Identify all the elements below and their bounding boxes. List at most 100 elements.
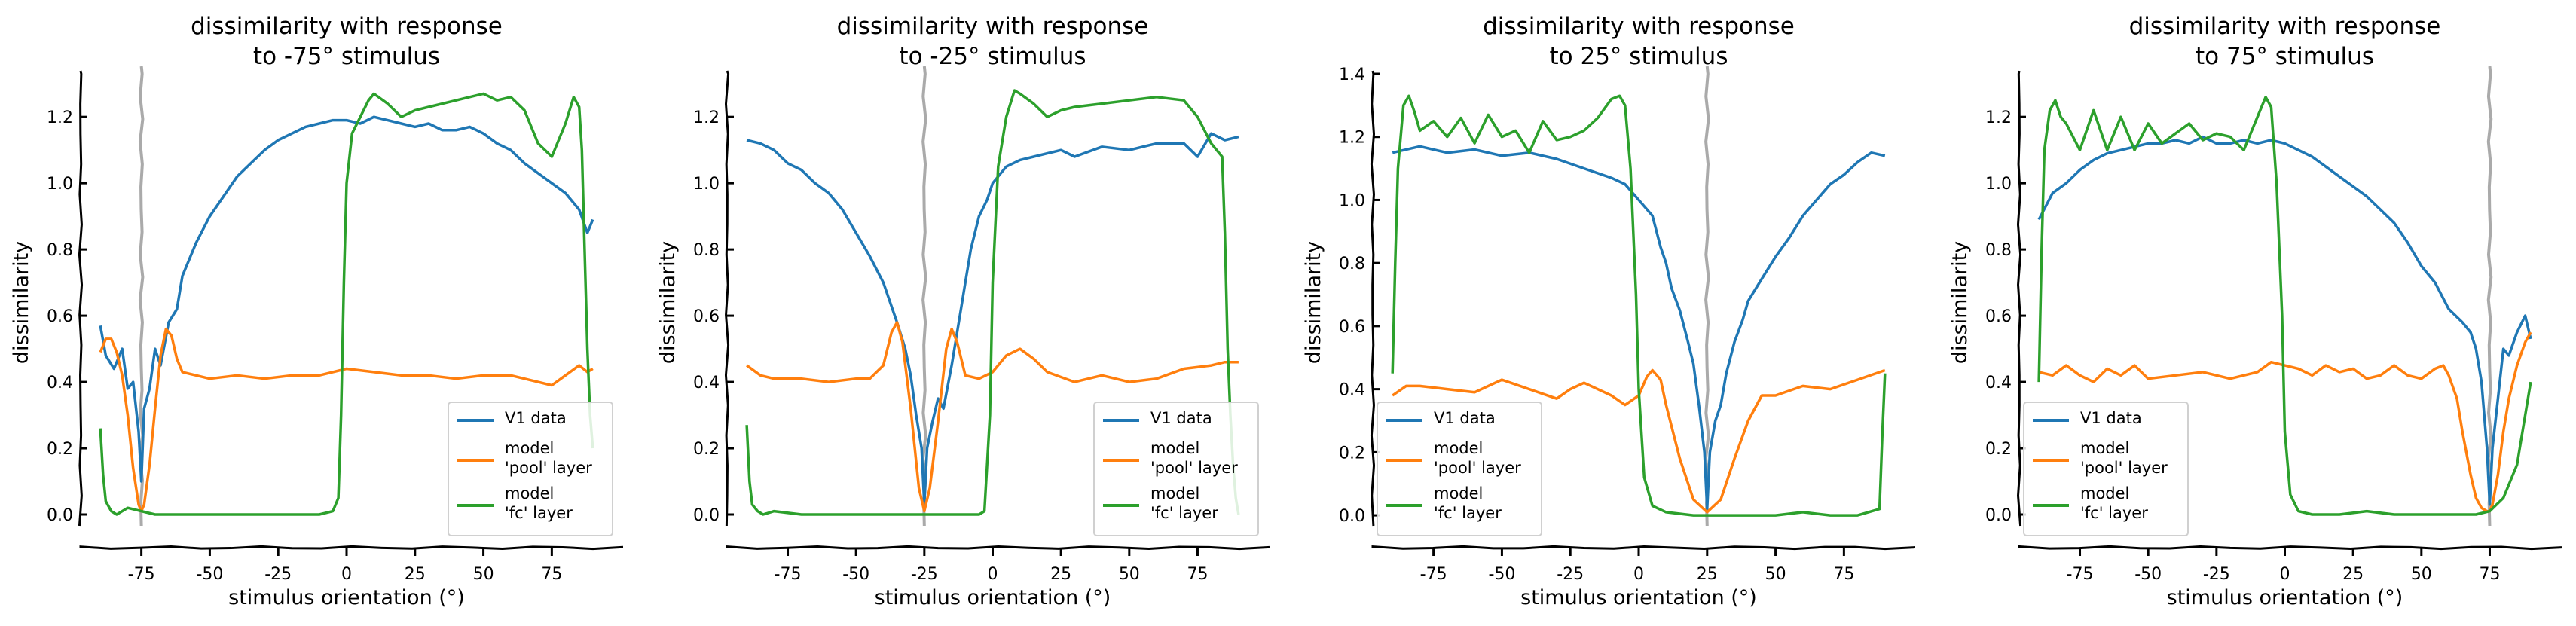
legend-label: model (505, 439, 554, 457)
legend-label: model (2080, 439, 2129, 457)
legend-label: model (1434, 439, 1483, 457)
chart-title-line: dissimilarity with response (191, 13, 503, 40)
x-tick-label: -75 (2067, 565, 2094, 584)
y-tick-label: 1.2 (1985, 108, 2012, 127)
x-tick-label: 50 (2411, 565, 2432, 584)
panel-3: dissimilarity with response to 25° stimul… (1302, 13, 1916, 609)
series-line-model-fc-layer (1391, 94, 1887, 517)
y-tick-label: 0.6 (1985, 307, 2012, 326)
legend-label: 'pool' layer (2080, 459, 2168, 477)
x-tick-label: -50 (842, 565, 869, 584)
legend-label: 'fc' layer (1150, 504, 1218, 522)
legend-label: V1 data (1150, 409, 1212, 427)
x-axis-label: stimulus orientation (°) (1520, 586, 1757, 609)
y-axis-label: dissimilarity (1302, 241, 1325, 364)
chart-title: dissimilarity with response to 25° stimul… (1483, 13, 1795, 70)
x-tick-label: -25 (2203, 565, 2230, 584)
legend-label: 'pool' layer (1150, 459, 1238, 477)
legend: V1 data model 'pool' layer model 'fc' layer (1093, 402, 1259, 536)
legend-label: model (1150, 484, 1199, 502)
y-axis-label: dissimilarity (656, 241, 680, 364)
x-tick-label: 25 (1050, 565, 1071, 584)
legend-label: 'fc' layer (1434, 504, 1502, 522)
series-line-model-fc-layer (2037, 96, 2532, 516)
chart-title: dissimilarity with response to -25° stimu… (837, 13, 1149, 70)
chart-title: dissimilarity with response to -75° stimu… (191, 13, 503, 70)
y-tick-label: 0.6 (693, 307, 720, 326)
legend-label: 'fc' layer (505, 504, 573, 522)
y-tick-label: 0.0 (693, 506, 720, 525)
chart-title-line: dissimilarity with response (1483, 13, 1795, 40)
y-tick-label: 1.0 (47, 175, 73, 194)
chart-title: dissimilarity with response to 75° stimul… (2129, 13, 2441, 70)
x-tick-label: 0 (988, 565, 998, 584)
y-tick-label: 0.8 (693, 241, 720, 260)
chart-title-line: to -75° stimulus (253, 43, 440, 70)
y-axis-line (78, 70, 84, 527)
x-tick-label: 25 (405, 565, 426, 584)
x-tick-label: 50 (473, 565, 494, 584)
legend-label: V1 data (2080, 409, 2142, 427)
y-axis-label: dissimilarity (1948, 241, 1972, 364)
x-tick-label: -25 (264, 565, 292, 584)
legend: V1 data model 'pool' layer model 'fc' layer (448, 402, 613, 536)
y-tick-label: 0.0 (1985, 506, 2012, 525)
y-axis-line (724, 70, 730, 527)
y-tick-label: 1.0 (693, 175, 720, 194)
x-tick-label: -25 (911, 565, 938, 584)
chart-title-line: dissimilarity with response (837, 13, 1149, 40)
x-tick-label: 25 (2342, 565, 2364, 584)
legend-box (2023, 402, 2189, 536)
x-axis-line (1371, 545, 1916, 551)
x-axis-line (726, 545, 1270, 551)
x-tick-label: 0 (341, 565, 352, 584)
y-tick-label: 0.8 (47, 241, 73, 260)
x-axis-line (2018, 545, 2562, 551)
y-tick-label: 0.8 (1339, 255, 1365, 273)
x-tick-label: 75 (2479, 565, 2500, 584)
y-tick-label: 1.0 (1339, 191, 1365, 210)
y-tick-label: 1.2 (47, 108, 73, 127)
x-axis-label: stimulus orientation (°) (875, 586, 1111, 609)
stimulus-line (921, 66, 927, 527)
x-tick-label: -75 (1420, 565, 1447, 584)
x-tick-label: -50 (2134, 565, 2162, 584)
x-tick-label: -25 (1557, 565, 1584, 584)
y-tick-label: 0.6 (1339, 318, 1365, 337)
series-line-model-fc-layer (99, 92, 594, 516)
chart-title-line: dissimilarity with response (2129, 13, 2441, 40)
y-tick-label: 1.2 (693, 108, 720, 127)
x-tick-label: 50 (1765, 565, 1786, 584)
chart-title-line: to 25° stimulus (1550, 43, 1728, 70)
y-axis-line (2016, 70, 2022, 527)
x-tick-label: 75 (1833, 565, 1854, 584)
series-line-v1-data (99, 115, 594, 483)
y-axis-line (1370, 70, 1376, 527)
x-tick-label: 50 (1119, 565, 1140, 584)
series-line-v1-data (1392, 145, 1886, 511)
legend-label: V1 data (1434, 409, 1496, 427)
series-line-model-pool-layer (1392, 368, 1886, 514)
x-axis-label: stimulus orientation (°) (228, 586, 465, 609)
x-axis-line (79, 545, 624, 551)
y-axis-label: dissimilarity (10, 241, 33, 364)
x-tick-label: -75 (128, 565, 155, 584)
y-tick-label: 1.0 (1985, 175, 2012, 194)
legend-box (448, 402, 613, 536)
x-tick-label: -50 (1488, 565, 1515, 584)
series-line-model-pool-layer (746, 321, 1239, 513)
chart-title-line: to 75° stimulus (2196, 43, 2374, 70)
chart-title-line: to -25° stimulus (899, 43, 1086, 70)
y-tick-label: 0.2 (693, 440, 720, 459)
legend-box (1093, 402, 1259, 536)
y-tick-label: 0.2 (47, 440, 73, 459)
x-axis-label: stimulus orientation (°) (2167, 586, 2403, 609)
x-tick-label: -50 (196, 565, 223, 584)
y-tick-label: 0.6 (47, 307, 73, 326)
legend-label: model (1434, 484, 1483, 502)
x-tick-label: 0 (2280, 565, 2290, 584)
legend: V1 data model 'pool' layer model 'fc' layer (1377, 402, 1542, 536)
legend-label: 'pool' layer (1434, 459, 1521, 477)
y-tick-label: 0.0 (47, 506, 73, 525)
panel-4: dissimilarity with response to 75° stimul… (1948, 13, 2562, 609)
